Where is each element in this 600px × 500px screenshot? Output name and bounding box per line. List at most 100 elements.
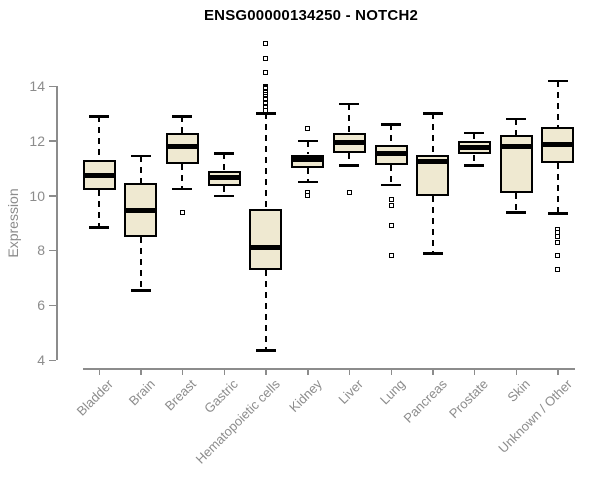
upper-whisker-pancreas xyxy=(431,113,434,155)
outlier-point-unknown-other xyxy=(555,267,561,273)
upper-whisker-bladder xyxy=(98,116,100,160)
upper-whisker-prostate xyxy=(473,132,476,141)
x-axis-tick xyxy=(181,368,184,375)
median-line-breast xyxy=(165,143,199,149)
lower-whisker-cap-hematopoietic-cells xyxy=(255,349,276,352)
outlier-point-kidney xyxy=(305,193,311,199)
upper-whisker-unknown-other xyxy=(556,80,559,128)
upper-whisker-cap-hematopoietic-cells xyxy=(255,112,276,115)
upper-whisker-cap-lung xyxy=(381,123,402,126)
y-axis-tick xyxy=(49,359,56,361)
upper-whisker-cap-liver xyxy=(339,102,360,106)
upper-whisker-gastric xyxy=(223,153,226,171)
lower-whisker-bladder xyxy=(98,190,100,228)
y-axis-tick xyxy=(49,85,56,87)
y-axis-tick-label: 12 xyxy=(29,132,45,149)
outlier-point-lung xyxy=(388,202,394,208)
upper-whisker-breast xyxy=(181,116,184,133)
lower-whisker-liver xyxy=(348,153,351,166)
lower-whisker-cap-bladder xyxy=(89,226,109,229)
x-axis-tick xyxy=(140,368,142,375)
box-iqr-hematopoietic-cells xyxy=(249,209,283,270)
outlier-point-liver xyxy=(346,190,352,196)
upper-whisker-cap-breast xyxy=(172,115,193,118)
lower-whisker-kidney xyxy=(306,168,309,182)
upper-whisker-lung xyxy=(390,124,393,145)
x-axis-tick xyxy=(515,368,518,375)
lower-whisker-pancreas xyxy=(431,195,434,254)
lower-whisker-cap-unknown-other xyxy=(547,212,568,215)
median-line-unknown-other xyxy=(541,142,575,148)
lower-whisker-hematopoietic-cells xyxy=(264,269,267,351)
lower-whisker-cap-pancreas xyxy=(422,252,443,255)
y-axis-tick xyxy=(49,304,56,307)
median-line-pancreas xyxy=(416,158,450,164)
median-line-brain xyxy=(124,208,158,214)
y-axis-line xyxy=(56,86,58,360)
upper-whisker-cap-skin xyxy=(506,117,527,121)
upper-whisker-skin xyxy=(515,118,518,136)
x-axis-tick xyxy=(223,368,226,375)
median-line-hematopoietic-cells xyxy=(249,245,283,251)
median-line-liver xyxy=(332,139,366,145)
y-axis-tick xyxy=(49,249,56,252)
median-line-bladder xyxy=(82,172,116,178)
outlier-point-hematopoietic-cells xyxy=(263,69,269,75)
median-line-lung xyxy=(374,150,408,156)
x-axis-tick xyxy=(390,368,393,375)
x-axis-tick xyxy=(348,368,351,375)
outlier-point-unknown-other xyxy=(555,234,561,240)
lower-whisker-cap-brain xyxy=(130,289,151,292)
x-axis-tick xyxy=(557,368,559,375)
lower-whisker-cap-prostate xyxy=(464,164,485,167)
x-axis-tick xyxy=(307,368,309,375)
outlier-point-unknown-other xyxy=(555,239,561,245)
lower-whisker-cap-skin xyxy=(506,211,527,214)
upper-whisker-liver xyxy=(348,103,351,133)
outlier-point-hematopoietic-cells xyxy=(263,41,269,47)
x-axis-tick xyxy=(473,368,476,375)
median-line-skin xyxy=(499,143,533,149)
chart-title: ENSG00000134250 - NOTCH2 xyxy=(203,7,419,24)
y-axis-tick-label: 8 xyxy=(37,242,45,259)
lower-whisker-skin xyxy=(515,192,518,213)
lower-whisker-brain xyxy=(139,236,142,291)
y-axis-tick-label: 14 xyxy=(29,78,45,94)
lower-whisker-prostate xyxy=(473,154,476,166)
upper-whisker-cap-kidney xyxy=(297,139,318,143)
lower-whisker-cap-liver xyxy=(339,164,360,167)
y-axis-tick-label: 4 xyxy=(37,352,45,368)
outlier-point-lung xyxy=(388,223,394,229)
median-line-gastric xyxy=(207,175,241,181)
y-axis-tick-label: 6 xyxy=(37,297,45,314)
x-axis-tick xyxy=(98,368,100,375)
lower-whisker-cap-gastric xyxy=(214,194,235,198)
outlier-point-lung xyxy=(388,197,394,203)
lower-whisker-cap-kidney xyxy=(297,180,318,184)
lower-whisker-cap-breast xyxy=(172,187,193,191)
upper-whisker-hematopoietic-cells xyxy=(264,113,267,210)
median-line-prostate xyxy=(457,145,491,151)
upper-whisker-cap-bladder xyxy=(89,115,109,118)
upper-whisker-cap-pancreas xyxy=(422,112,443,115)
x-axis-tick xyxy=(432,368,434,375)
outlier-point-kidney xyxy=(305,125,311,131)
outlier-point-breast xyxy=(179,209,185,215)
upper-whisker-cap-prostate xyxy=(464,131,485,135)
y-axis-tick xyxy=(49,195,56,197)
outlier-point-hematopoietic-cells xyxy=(263,56,269,62)
y-axis-tick xyxy=(49,140,56,142)
outlier-point-lung xyxy=(388,253,394,259)
x-axis-tick xyxy=(265,368,267,375)
median-line-kidney xyxy=(291,157,325,163)
lower-whisker-gastric xyxy=(223,186,226,196)
x-axis-line xyxy=(83,368,575,370)
outlier-point-hematopoietic-cells xyxy=(263,108,269,114)
upper-whisker-cap-unknown-other xyxy=(547,79,568,83)
upper-whisker-kidney xyxy=(306,140,309,155)
lower-whisker-breast xyxy=(181,164,184,189)
lower-whisker-unknown-other xyxy=(556,162,559,214)
outlier-point-unknown-other xyxy=(555,253,561,259)
